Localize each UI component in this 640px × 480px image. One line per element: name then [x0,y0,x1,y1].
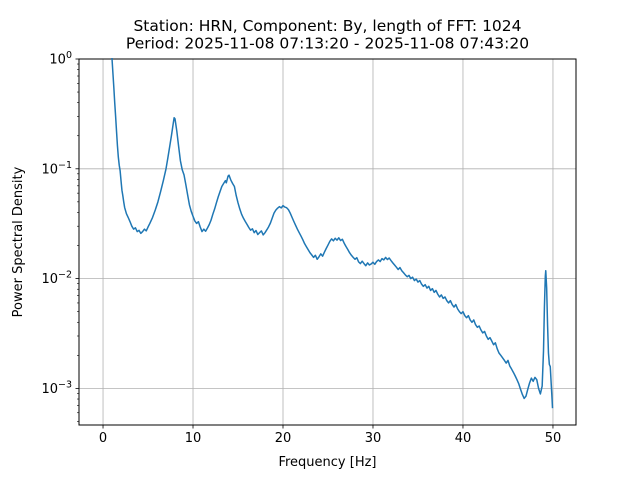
grid-lines [79,58,576,425]
x-tick-label: 20 [275,431,292,446]
chart-title-line1: Station: HRN, Component: By, length of F… [133,17,521,35]
y-tick-label: 10−1 [41,160,72,178]
x-tick-label: 0 [99,431,107,446]
y-tick-label: 100 [49,50,72,68]
x-tick-label: 40 [455,431,472,446]
tick-labels: 0 10 20 30 40 50 100 10−1 10−2 10−3 [41,50,561,446]
chart-title-line2: Period: 2025-11-08 07:13:20 - 2025-11-08… [126,35,529,53]
x-tick-label: 10 [185,431,202,446]
psd-curve [111,58,554,409]
x-tick-label: 50 [545,431,562,446]
x-tick-label: 30 [365,431,382,446]
y-tick-label: 10−2 [41,270,72,288]
y-axis-label: Power Spectral Density [11,166,26,317]
plot-border [78,58,577,426]
x-axis-label: Frequency [Hz] [278,455,376,470]
y-tick-label: 10−3 [41,379,72,397]
axis-ticks [75,58,554,429]
